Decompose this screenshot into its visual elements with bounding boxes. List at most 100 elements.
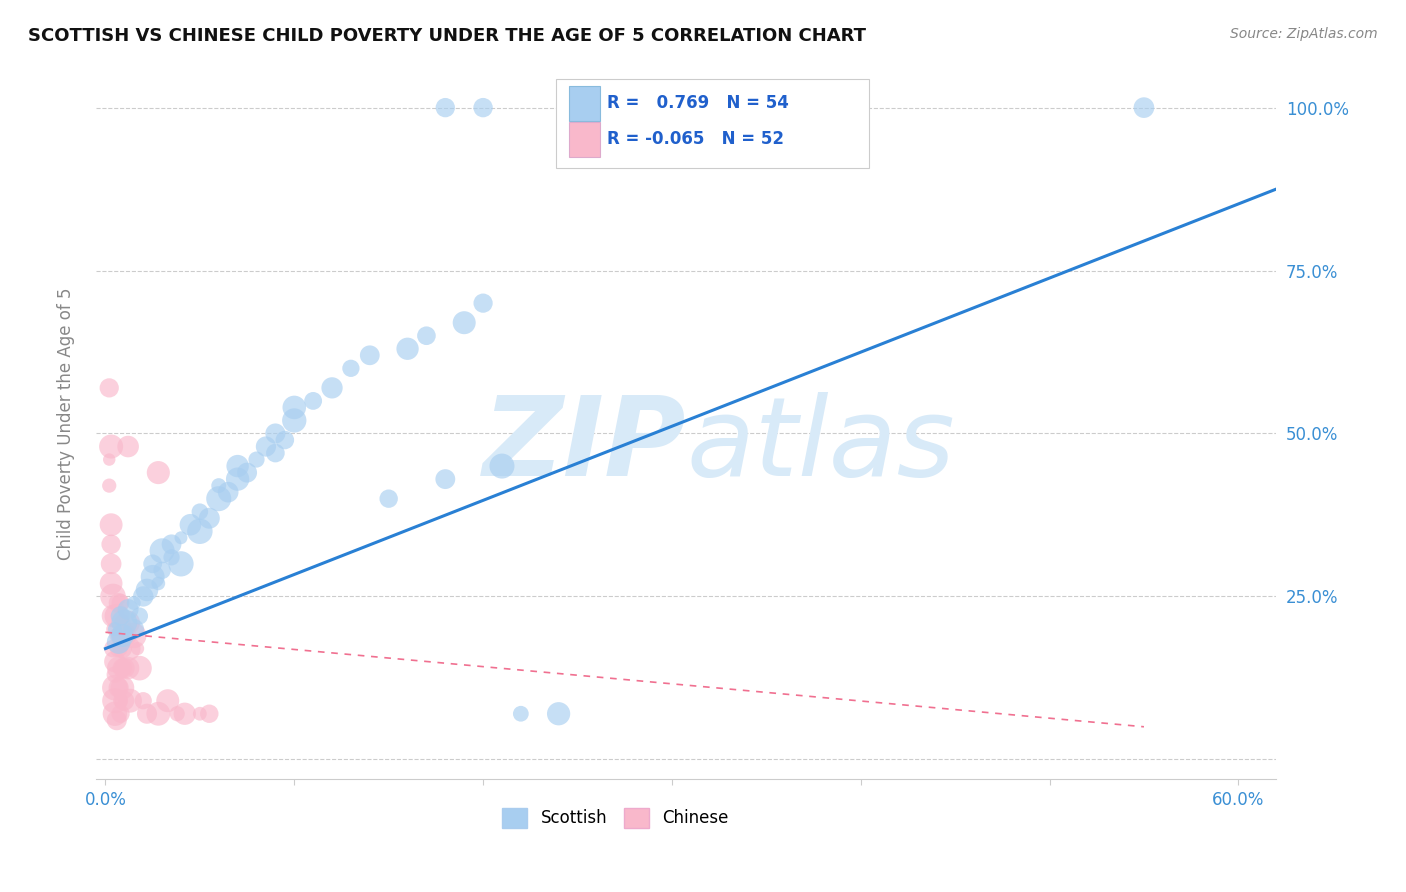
Point xyxy=(110,596,132,610)
Point xyxy=(107,681,129,695)
Point xyxy=(100,440,122,454)
Point xyxy=(101,641,124,656)
Point xyxy=(453,316,475,330)
Point xyxy=(396,342,419,356)
Point xyxy=(321,381,343,395)
Point xyxy=(472,101,495,115)
Point xyxy=(188,524,211,539)
Point xyxy=(274,433,297,447)
Point xyxy=(208,491,231,506)
Point xyxy=(127,641,149,656)
Point xyxy=(170,531,193,545)
Point xyxy=(340,361,363,376)
Point xyxy=(236,466,259,480)
Point xyxy=(98,452,121,467)
Point xyxy=(148,466,170,480)
Point xyxy=(112,615,135,630)
Point xyxy=(117,661,139,675)
Point xyxy=(434,472,457,486)
Point xyxy=(188,505,211,519)
Point xyxy=(112,661,135,675)
Point xyxy=(107,661,129,675)
Point xyxy=(509,706,531,721)
Point xyxy=(112,694,135,708)
Text: R =   0.769   N = 54: R = 0.769 N = 54 xyxy=(607,95,789,112)
Point xyxy=(117,641,139,656)
Text: ZIP: ZIP xyxy=(482,392,686,499)
Point xyxy=(150,563,173,577)
Point xyxy=(150,543,173,558)
Text: SCOTTISH VS CHINESE CHILD POVERTY UNDER THE AGE OF 5 CORRELATION CHART: SCOTTISH VS CHINESE CHILD POVERTY UNDER … xyxy=(28,27,866,45)
Point xyxy=(472,296,495,310)
Point xyxy=(160,550,183,565)
Point xyxy=(377,491,399,506)
Point xyxy=(226,459,249,474)
Point xyxy=(122,596,145,610)
Point xyxy=(198,706,221,721)
Point xyxy=(101,590,124,604)
Point xyxy=(217,485,239,500)
FancyBboxPatch shape xyxy=(557,79,869,168)
Point xyxy=(132,694,155,708)
Point xyxy=(122,622,145,636)
Point xyxy=(208,478,231,492)
Point xyxy=(132,590,155,604)
FancyBboxPatch shape xyxy=(569,87,600,121)
Point xyxy=(111,615,134,630)
Point xyxy=(283,413,305,427)
Point xyxy=(111,661,134,675)
Point xyxy=(117,440,139,454)
Point xyxy=(1133,101,1156,115)
Point xyxy=(111,628,134,642)
Point xyxy=(188,706,211,721)
Point xyxy=(100,576,122,591)
Point xyxy=(104,681,127,695)
Point xyxy=(254,440,277,454)
Point xyxy=(100,537,122,551)
Point xyxy=(101,609,124,624)
Point xyxy=(110,706,132,721)
Point xyxy=(245,452,267,467)
Point xyxy=(142,570,165,584)
Point xyxy=(104,655,127,669)
Point xyxy=(105,609,128,624)
Point xyxy=(173,706,195,721)
Point xyxy=(104,667,127,681)
Point xyxy=(283,401,305,415)
Point xyxy=(111,641,134,656)
Point xyxy=(179,517,201,532)
Point xyxy=(811,101,834,115)
Point xyxy=(302,393,325,408)
Point xyxy=(105,713,128,727)
Point xyxy=(434,101,457,115)
Point xyxy=(100,517,122,532)
Point xyxy=(107,641,129,656)
Point xyxy=(110,694,132,708)
Point xyxy=(98,381,121,395)
Point xyxy=(107,596,129,610)
Point xyxy=(170,557,193,571)
Point xyxy=(104,694,127,708)
Point xyxy=(136,706,159,721)
FancyBboxPatch shape xyxy=(569,122,600,157)
Point xyxy=(98,478,121,492)
Point xyxy=(110,609,132,624)
Point xyxy=(359,348,381,362)
Point xyxy=(136,582,159,597)
Point xyxy=(415,328,437,343)
Point xyxy=(128,609,150,624)
Point xyxy=(104,622,127,636)
Text: R = -0.065   N = 52: R = -0.065 N = 52 xyxy=(607,130,785,148)
Point xyxy=(100,557,122,571)
Point xyxy=(110,628,132,642)
Point xyxy=(148,576,170,591)
Legend: Scottish, Chinese: Scottish, Chinese xyxy=(495,801,735,835)
Point xyxy=(104,706,127,721)
Point xyxy=(105,628,128,642)
Point xyxy=(122,628,145,642)
Y-axis label: Child Poverty Under the Age of 5: Child Poverty Under the Age of 5 xyxy=(58,287,75,560)
Point xyxy=(491,459,513,474)
Point xyxy=(107,635,129,649)
Text: Source: ZipAtlas.com: Source: ZipAtlas.com xyxy=(1230,27,1378,41)
Point xyxy=(198,511,221,525)
